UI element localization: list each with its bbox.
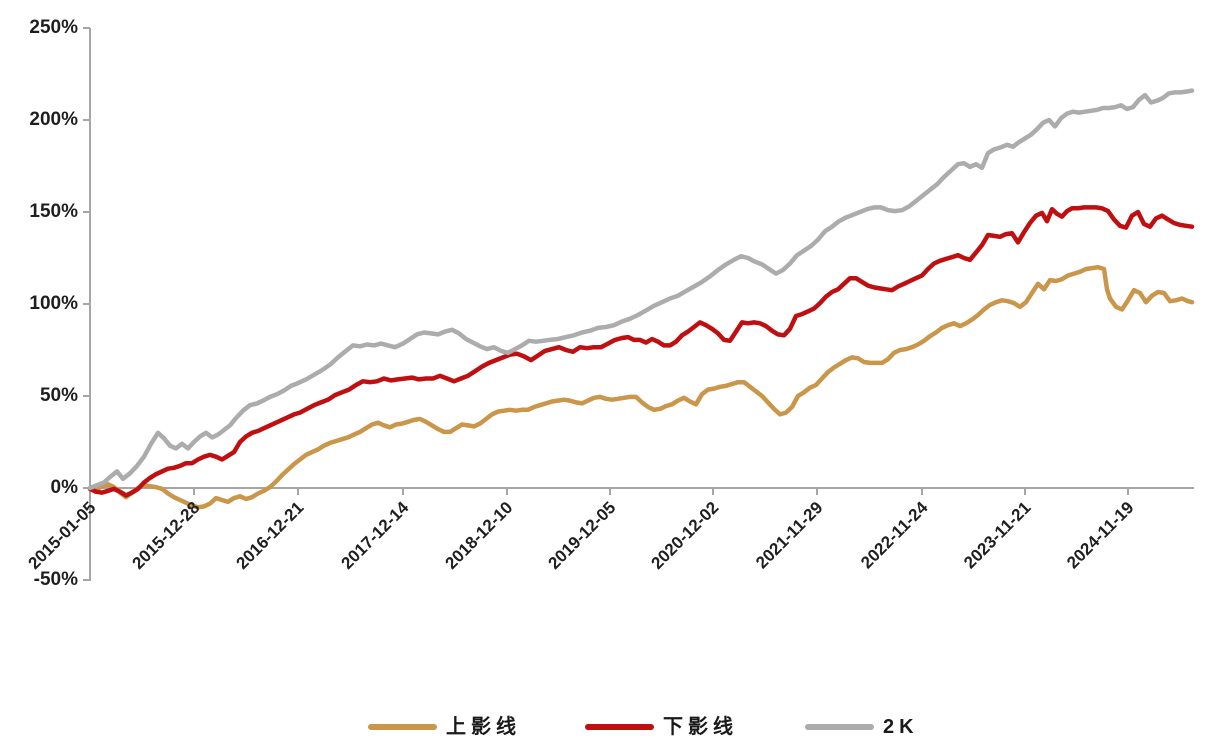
legend-item-2k: 2K <box>805 712 919 742</box>
legend-item-upper-shadow: 上影线 <box>368 712 521 742</box>
legend-item-lower-shadow: 下影线 <box>585 712 738 742</box>
y-tick-label: 50% <box>39 385 78 406</box>
y-tick-label: 0% <box>50 477 78 498</box>
legend-swatch-upper-shadow-icon <box>368 724 437 730</box>
series-line-upper-shadow <box>87 264 1195 510</box>
series-line-lower-shadow <box>87 205 1195 498</box>
y-tick-label: 100% <box>29 293 78 314</box>
legend-label-2k: 2K <box>883 716 919 738</box>
y-tick-label: -50% <box>33 569 78 590</box>
legend-swatch-2k-icon <box>805 724 874 730</box>
y-tick-label: 250% <box>29 17 78 38</box>
legend-swatch-lower-shadow-icon <box>585 724 654 730</box>
y-tick-label: 200% <box>29 109 78 130</box>
y-tick-label: 150% <box>29 201 78 222</box>
legend-label-lower-shadow: 下影线 <box>663 716 738 738</box>
legend-label-upper-shadow: 上影线 <box>446 716 521 738</box>
series-line-2k <box>87 88 1195 491</box>
legend: 上影线 下影线 2K <box>0 712 1206 742</box>
